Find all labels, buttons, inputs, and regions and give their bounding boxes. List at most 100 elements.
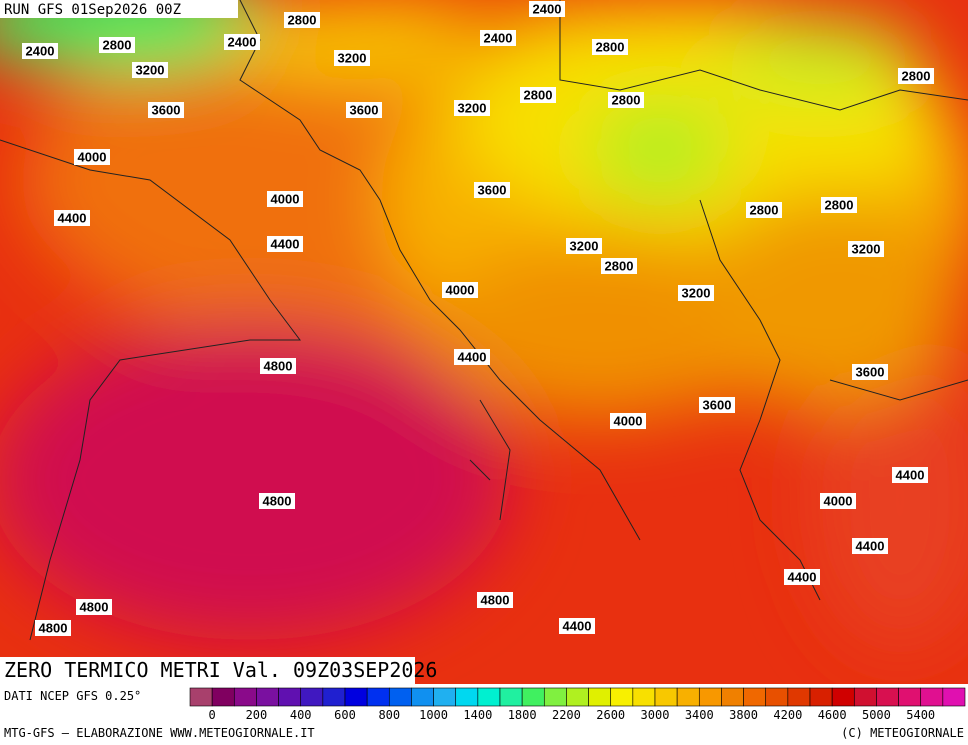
contour-label: 4800 bbox=[481, 592, 510, 607]
label-box bbox=[592, 39, 628, 55]
colorbar-tick-label: 400 bbox=[290, 708, 312, 722]
label-box bbox=[442, 282, 478, 298]
label-box bbox=[784, 569, 820, 585]
label-box bbox=[566, 238, 602, 254]
label-box bbox=[848, 241, 884, 257]
label-box bbox=[821, 197, 857, 213]
colorbar-swatch bbox=[942, 687, 966, 707]
label-box bbox=[474, 182, 510, 198]
contour-label: 4000 bbox=[824, 493, 853, 508]
colorbar-tick-label: 2600 bbox=[596, 708, 625, 722]
colorbar-swatch bbox=[411, 687, 434, 707]
label-box bbox=[22, 43, 58, 59]
colorbar-tick-label: 600 bbox=[334, 708, 356, 722]
label-box bbox=[529, 1, 565, 17]
label-box bbox=[259, 493, 295, 509]
colorbar-swatch bbox=[610, 687, 634, 707]
contour-label: 2400 bbox=[26, 43, 55, 58]
colorbar-swatch bbox=[477, 687, 501, 707]
run-label: RUN GFS 01Sep2026 00Z bbox=[4, 2, 181, 18]
contour-label: 2800 bbox=[524, 87, 553, 102]
colorbar-tick-label: 3800 bbox=[729, 708, 758, 722]
label-box bbox=[284, 12, 320, 28]
label-box bbox=[132, 62, 168, 78]
colorbar-swatch bbox=[344, 687, 368, 707]
contour-label: 4000 bbox=[271, 191, 300, 206]
contour-label: 4400 bbox=[563, 618, 592, 633]
colorbar-swatch bbox=[211, 687, 235, 707]
label-box bbox=[601, 258, 637, 274]
contour-label: 4800 bbox=[264, 358, 293, 373]
colorbar-tick-label: 5000 bbox=[862, 708, 891, 722]
colorbar-tick-label: 800 bbox=[378, 708, 400, 722]
contour-label: 2800 bbox=[825, 197, 854, 212]
colorbar-swatch bbox=[588, 687, 612, 707]
colorbar-swatch bbox=[388, 687, 412, 707]
label-box bbox=[892, 467, 928, 483]
colorbar-swatch bbox=[543, 687, 567, 707]
contour-label: 3200 bbox=[136, 62, 165, 77]
colorbar-tick-label: 4600 bbox=[818, 708, 847, 722]
label-box bbox=[76, 599, 112, 615]
colorbar-tick-label: 1000 bbox=[419, 708, 448, 722]
contour-label: 4400 bbox=[58, 210, 87, 225]
label-box bbox=[898, 68, 934, 84]
colorbar-swatch bbox=[876, 687, 899, 707]
colorbar-swatch bbox=[809, 687, 833, 707]
label-box bbox=[520, 87, 556, 103]
source: DATI NCEP GFS 0.25° bbox=[4, 689, 141, 703]
contour-label: 2800 bbox=[902, 68, 931, 83]
contour-label: 4800 bbox=[263, 493, 292, 508]
title: ZERO TERMICO METRI Val. 09Z03SEP2026 bbox=[4, 658, 437, 682]
colorbar-swatch bbox=[233, 687, 257, 707]
contour-label: 2400 bbox=[228, 34, 257, 49]
colorbar-swatch bbox=[654, 687, 678, 707]
label-box bbox=[99, 37, 135, 53]
contour-label: 3200 bbox=[458, 100, 487, 115]
colorbar-swatch bbox=[787, 687, 811, 707]
colorbar-swatch bbox=[632, 687, 656, 707]
label-box bbox=[820, 493, 856, 509]
label-box bbox=[454, 100, 490, 116]
label-box bbox=[852, 364, 888, 380]
colorbar-swatch bbox=[189, 687, 213, 707]
label-box bbox=[224, 34, 260, 50]
colorbar-swatch bbox=[676, 687, 700, 707]
label-box bbox=[746, 202, 782, 218]
label-box bbox=[74, 149, 110, 165]
contour-label: 2800 bbox=[605, 258, 634, 273]
contour-label: 2400 bbox=[484, 30, 513, 45]
label-box bbox=[610, 413, 646, 429]
colorbar-tick-label: 1800 bbox=[508, 708, 537, 722]
contour-label: 4400 bbox=[271, 236, 300, 251]
contour-label: 3200 bbox=[338, 50, 367, 65]
label-box bbox=[35, 620, 71, 636]
colorbar-tick-label: 3400 bbox=[685, 708, 714, 722]
contour-label: 4800 bbox=[39, 620, 68, 635]
footer-right: (C) METEOGIORNALE bbox=[841, 726, 964, 740]
contour-label: 4800 bbox=[80, 599, 109, 614]
label-box bbox=[480, 30, 516, 46]
colorbar-swatch bbox=[300, 687, 324, 707]
colorbar-tick-label: 0 bbox=[209, 708, 216, 722]
colorbar-swatch bbox=[721, 687, 744, 707]
contour-label: 3600 bbox=[703, 397, 732, 412]
label-box bbox=[334, 50, 370, 66]
contour-label: 2800 bbox=[612, 92, 641, 107]
contour-label: 2800 bbox=[750, 202, 779, 217]
contour-label: 3200 bbox=[682, 285, 711, 300]
colorbar-swatch bbox=[322, 687, 346, 707]
contour-label: 4000 bbox=[614, 413, 643, 428]
contour-label: 2800 bbox=[288, 12, 317, 27]
label-box bbox=[148, 102, 184, 118]
label-box bbox=[852, 538, 888, 554]
colorbar-swatch bbox=[278, 687, 302, 707]
contour-label: 3600 bbox=[478, 182, 507, 197]
colorbar-swatch bbox=[831, 687, 855, 707]
label-box bbox=[54, 210, 90, 226]
colorbar-swatch bbox=[765, 687, 789, 707]
label-box bbox=[699, 397, 735, 413]
label-box bbox=[608, 92, 644, 108]
coastlines bbox=[0, 0, 968, 641]
